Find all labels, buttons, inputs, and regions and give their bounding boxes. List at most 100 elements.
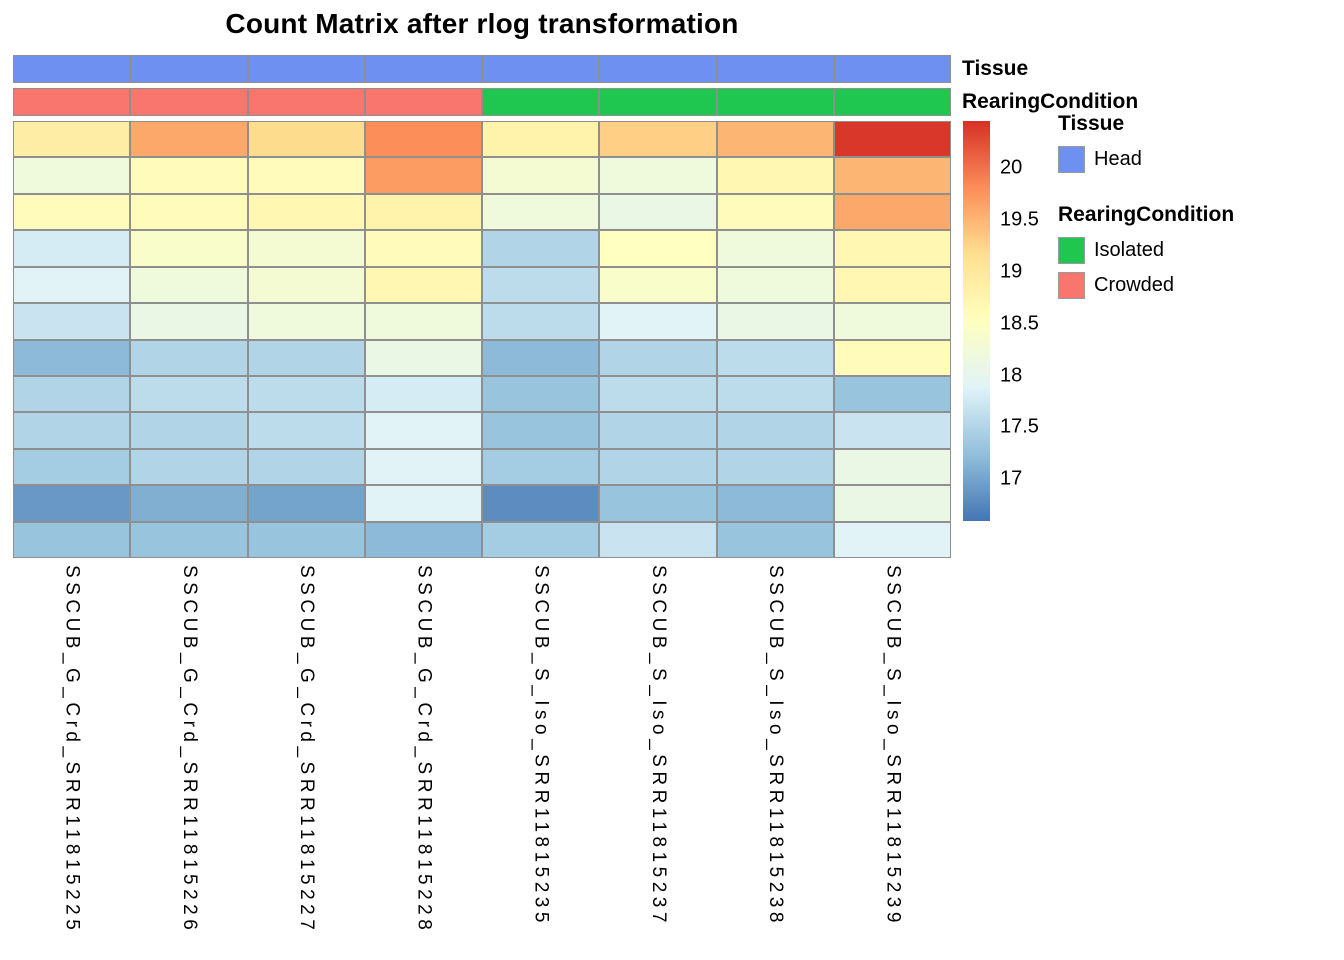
heatmap-cell [247, 121, 365, 158]
heatmap-cell [130, 121, 248, 158]
column-label: SSCUB_S_Iso_SRR11815237 [647, 565, 669, 927]
heatmap-cell [716, 193, 834, 231]
heatmap-cell [130, 339, 248, 376]
heatmap-cell [599, 121, 717, 158]
heatmap-cell [716, 448, 834, 486]
heatmap-cell [130, 303, 248, 340]
heatmap-cell [364, 230, 482, 267]
heatmap-cell [716, 339, 834, 376]
legend-label: Crowded [1094, 274, 1175, 296]
heatmap-cell [482, 303, 600, 340]
heatmap-cell [716, 121, 834, 158]
colorbar-tick-label: 17 [1000, 467, 1023, 490]
heatmap-cell [833, 230, 951, 267]
annotation-segment [13, 88, 131, 116]
heatmap-cell [482, 157, 600, 194]
legend-item: Isolated [1058, 237, 1344, 264]
heatmap-cell [130, 266, 248, 304]
heatmap-cell [13, 157, 131, 194]
heatmap-cell [482, 193, 600, 231]
column-labels: SSCUB_G_Crd_SRR11815225 SSCUB_G_Crd_SRR11… [13, 565, 951, 934]
legend: Tissue Head RearingCondition Isolated Crowde… [1058, 112, 1344, 307]
heatmap-cell [13, 193, 131, 231]
heatmap-cell [482, 121, 600, 158]
heatmap-cell [13, 521, 131, 558]
heatmap-cell [247, 303, 365, 340]
annotation-label-tissue: Tissue [962, 57, 1029, 80]
heatmap-cell [130, 485, 248, 522]
heatmap-cell [364, 157, 482, 194]
annotation-segment [130, 88, 248, 116]
heatmap-cell [599, 521, 717, 558]
heatmap-cell [130, 230, 248, 267]
heatmap-cell [247, 412, 365, 449]
legend-item: Crowded [1058, 272, 1344, 299]
heatmap-cell [13, 412, 131, 449]
heatmap-cell [247, 375, 365, 413]
heatmap-cell [364, 412, 482, 449]
legend-swatch [1058, 146, 1085, 173]
annotation-segment [599, 88, 717, 116]
heatmap-cell [833, 303, 951, 340]
heatmap-cell [833, 485, 951, 522]
annotation-segment [247, 88, 365, 116]
heatmap-cell [130, 448, 248, 486]
annotation-segment [482, 55, 600, 83]
heatmap-cell [247, 448, 365, 486]
heatmap-cell [364, 339, 482, 376]
colorbar-tick-label: 18 [1000, 364, 1023, 387]
heatmap-cell [716, 266, 834, 304]
legend-label: Head [1094, 148, 1142, 170]
column-label: SSCUB_S_Iso_SRR11815239 [882, 565, 904, 927]
heatmap-cell [482, 448, 600, 486]
legend-item: Head [1058, 146, 1344, 173]
heatmap-cell [599, 157, 717, 194]
annotation-segment [833, 55, 951, 83]
heatmap-cell [833, 521, 951, 558]
heatmap-cell [364, 375, 482, 413]
colorbar-tick-label: 18.5 [1000, 312, 1039, 335]
heatmap-cell [364, 303, 482, 340]
heatmap-cell [716, 303, 834, 340]
column-label: SSCUB_G_Crd_SRR11815227 [296, 565, 318, 935]
heatmap-cell [364, 485, 482, 522]
heatmap-cell [130, 375, 248, 413]
heatmap-cell [13, 121, 131, 158]
heatmap-cell [482, 339, 600, 376]
heatmap-cell [599, 412, 717, 449]
heatmap-grid [13, 121, 951, 558]
heatmap-cell [364, 448, 482, 486]
heatmap-cell [833, 375, 951, 413]
heatmap-cell [833, 157, 951, 194]
heatmap-cell [833, 121, 951, 158]
heatmap-cell [482, 521, 600, 558]
heatmap-cell [482, 266, 600, 304]
heatmap-cell [599, 193, 717, 231]
annotation-segment [716, 55, 834, 83]
colorbar-tick-label: 20 [1000, 156, 1023, 179]
heatmap-cell [482, 412, 600, 449]
heatmap-cell [599, 375, 717, 413]
heatmap-cell [364, 266, 482, 304]
colorbar-gradient [963, 121, 990, 521]
heatmap-cell [247, 266, 365, 304]
column-label: SSCUB_S_Iso_SRR11815235 [530, 565, 552, 927]
heatmap-cell [247, 339, 365, 376]
chart-title: Count Matrix after rlog transformation [225, 8, 739, 39]
heatmap-cell [599, 448, 717, 486]
heatmap-cell [716, 157, 834, 194]
heatmap-cell [599, 339, 717, 376]
heatmap-cell [247, 521, 365, 558]
heatmap-cell [13, 339, 131, 376]
heatmap-cell [599, 266, 717, 304]
heatmap-cell [13, 230, 131, 267]
annotation-segment [130, 55, 248, 83]
annotation-segment [364, 55, 482, 83]
heatmap-cell [130, 521, 248, 558]
colorbar-tick-label: 17.5 [1000, 415, 1039, 438]
legend-section-title: Tissue [1058, 112, 1125, 135]
heatmap-cell [13, 266, 131, 304]
heatmap-cell [482, 375, 600, 413]
annotation-segment [247, 55, 365, 83]
